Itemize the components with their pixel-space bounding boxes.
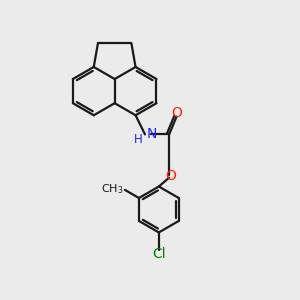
Text: CH$_3$: CH$_3$ — [101, 182, 124, 196]
Text: O: O — [165, 169, 176, 183]
Text: H: H — [134, 133, 143, 146]
Text: N: N — [147, 128, 158, 141]
Text: Cl: Cl — [152, 247, 166, 261]
Text: O: O — [172, 106, 182, 120]
